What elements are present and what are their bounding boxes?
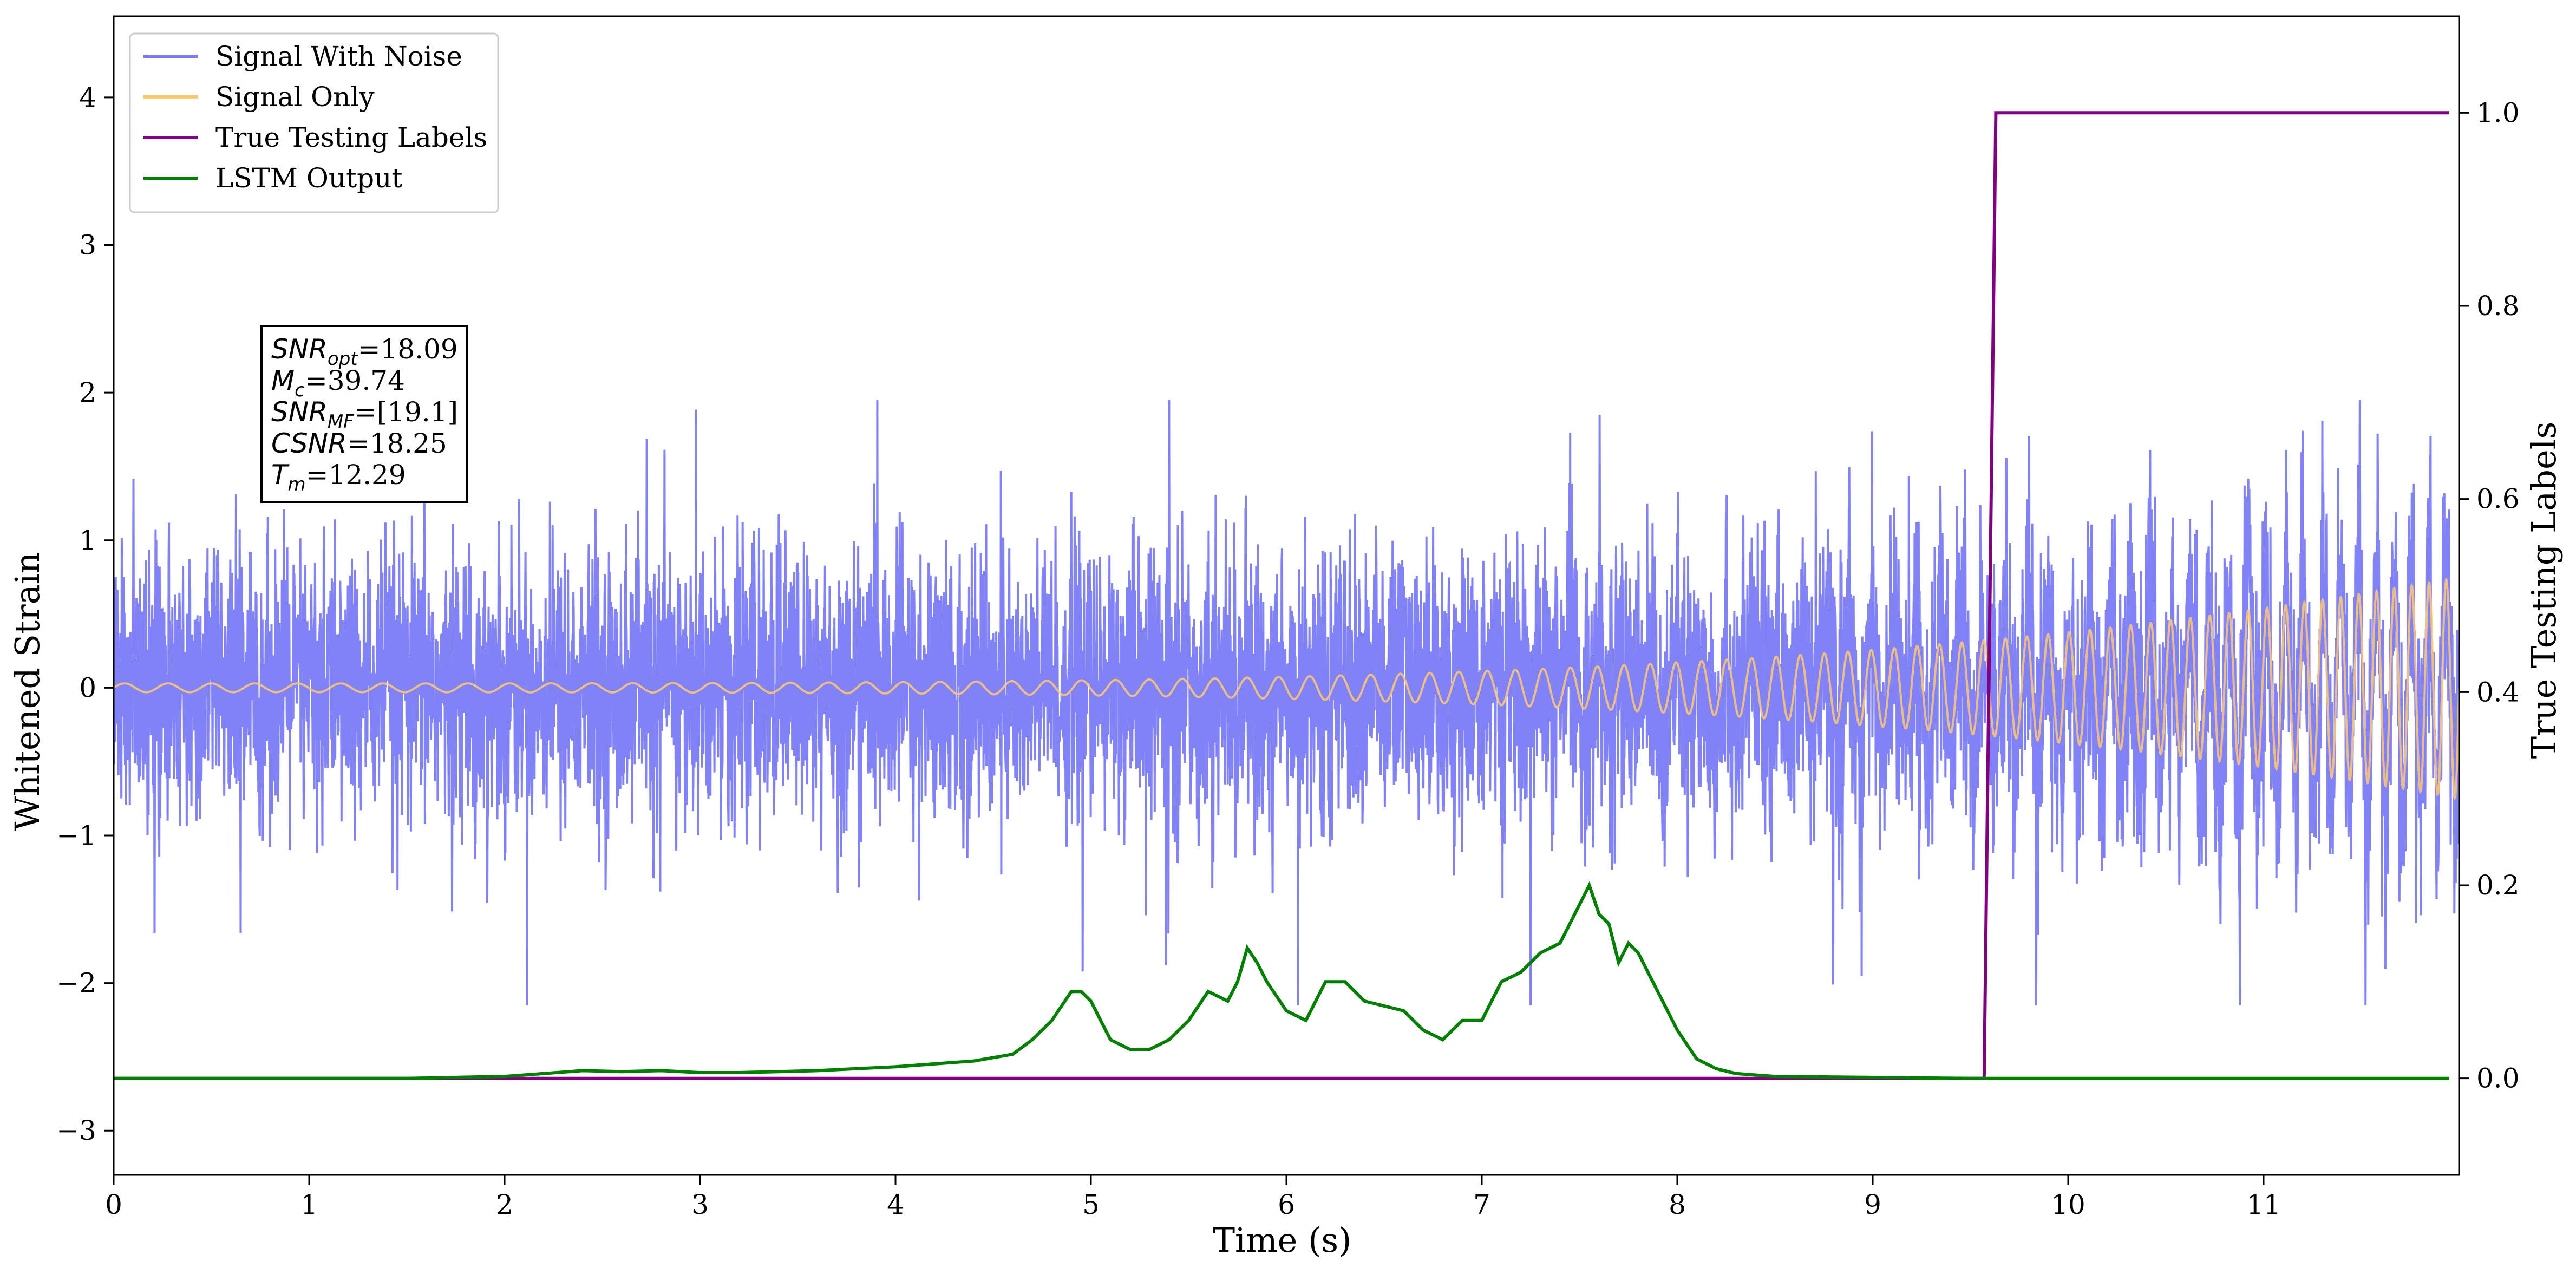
x-tick-label: 0: [105, 1189, 122, 1220]
x-tick-label: 10: [2051, 1189, 2085, 1220]
series-lstm-output: [114, 881, 2449, 1080]
annotation-line: CSNR=18.25: [271, 428, 447, 459]
y-tick-label: −1: [56, 820, 96, 851]
y-axis-label-right: True Testing Labels: [2524, 422, 2564, 759]
y-tick-label: 0: [79, 672, 96, 703]
x-tick-label: 1: [300, 1189, 318, 1220]
x-tick-label: 7: [1473, 1189, 1490, 1220]
y-tick-label: 3: [79, 230, 96, 261]
y-tick-label: −3: [56, 1115, 96, 1146]
y-tick-label-right: 0.0: [2476, 1063, 2520, 1094]
x-tick-label: 11: [2246, 1189, 2281, 1220]
series-signal-only: [114, 577, 2459, 801]
x-axis-label: Time (s): [1213, 1220, 1352, 1260]
y-tick-label-right: 0.2: [2476, 870, 2520, 901]
x-tick-label: 4: [887, 1189, 904, 1220]
x-tick-label: 2: [496, 1189, 513, 1220]
x-tick-label: 8: [1669, 1189, 1686, 1220]
annotation-line: SNRMF=[19.1]: [271, 396, 458, 433]
x-tick-label: 3: [691, 1189, 709, 1220]
annotation-line: SNRopt=18.09: [271, 334, 458, 370]
x-tick-label: 9: [1864, 1189, 1881, 1220]
y-tick-label: 1: [79, 525, 96, 556]
annotation-box: [260, 325, 468, 503]
y-tick-label-right: 0.4: [2476, 676, 2520, 708]
y-tick-label: −2: [56, 968, 96, 999]
y-tick-label-right: 0.8: [2476, 290, 2520, 322]
parameter-annotation: SNRopt=18.09Mc=39.74SNRMF=[19.1]CSNR=18.…: [260, 325, 468, 503]
y-tick-label: 2: [79, 377, 96, 408]
annotation-line: Mc=39.74: [271, 365, 405, 401]
series-true-testing-labels: [114, 111, 2449, 1080]
y-tick-label-right: 0.6: [2476, 484, 2520, 515]
legend: Signal With Noise Signal Only True Testing…: [129, 32, 499, 213]
x-tick-label: 6: [1278, 1189, 1295, 1220]
legend-box: [129, 32, 499, 213]
x-tick-label: 5: [1082, 1189, 1100, 1220]
plot-area: [114, 111, 2459, 1080]
legend-label: Signal Only: [215, 81, 375, 113]
annotation-line: Tm=12.29: [271, 459, 406, 495]
legend-label: True Testing Labels: [215, 122, 487, 153]
axes: 0 1 2 3 4 5 6 7 8 9 10 11 −3 −2 −1 0 1 2 3 4 0.0 0.2 0.4 0.6 0.8…: [56, 15, 2520, 1220]
y-tick-label: 4: [79, 82, 96, 113]
y-axis-label: Whitened Strain: [8, 552, 47, 831]
series-signal-with-noise: [114, 400, 2459, 1005]
legend-label: LSTM Output: [215, 162, 402, 194]
y-tick-label-right: 1.0: [2476, 97, 2520, 128]
legend-label: Signal With Noise: [215, 41, 462, 72]
